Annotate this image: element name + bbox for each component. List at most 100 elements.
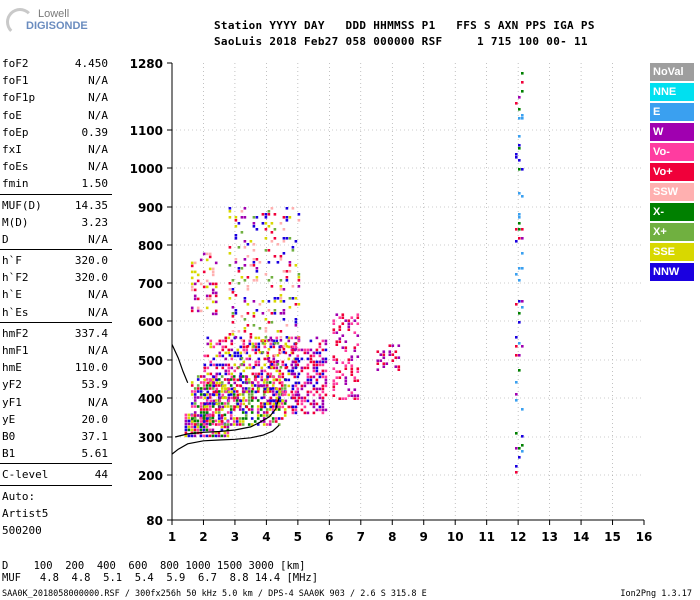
echo-point	[217, 390, 221, 393]
legend-item: Vo-	[650, 143, 694, 161]
echo-point	[211, 420, 215, 423]
echo-point	[206, 366, 210, 370]
echo-point	[266, 402, 270, 406]
legend-item: SSE	[650, 243, 694, 261]
echo-point	[233, 396, 237, 400]
echo-point	[231, 333, 235, 336]
echo-point	[283, 387, 287, 390]
echo-point	[230, 387, 234, 391]
echo-point	[324, 408, 328, 412]
echo-point	[273, 312, 277, 315]
echo-point	[278, 372, 282, 376]
echo-point	[190, 414, 194, 417]
echo-point	[250, 390, 254, 393]
echo-point	[209, 339, 213, 343]
echo-point	[240, 210, 244, 213]
echo-point	[246, 324, 250, 327]
autoscale-line: Auto:	[0, 489, 110, 506]
echo-point	[232, 393, 236, 396]
echo-point	[227, 378, 231, 382]
echo-point	[232, 420, 236, 423]
echo-point	[266, 399, 270, 403]
echo-point	[252, 261, 256, 264]
echo-point	[211, 270, 215, 274]
x-tick-label: 3	[231, 530, 239, 544]
echo-point	[208, 252, 212, 256]
echo-point	[243, 216, 247, 219]
echo-point	[518, 267, 521, 270]
echo-point	[350, 316, 354, 319]
param-row: h`Es N/A	[0, 305, 110, 322]
echo-point	[242, 342, 246, 346]
echo-point	[353, 346, 357, 349]
echo-point	[193, 294, 197, 298]
echo-point	[241, 420, 245, 423]
echo-point	[205, 434, 209, 438]
echo-point	[276, 363, 280, 366]
echo-point	[312, 402, 316, 406]
echo-point	[521, 306, 524, 309]
echo-point	[266, 375, 270, 379]
echo-point	[202, 408, 206, 411]
echo-point	[291, 384, 295, 388]
y-tick-label: 800	[138, 239, 163, 253]
echo-point	[209, 363, 213, 367]
echo-point	[224, 372, 228, 376]
echo-point	[324, 342, 328, 346]
echo-point	[318, 396, 322, 400]
echo-point	[272, 366, 276, 370]
echo-point	[315, 363, 319, 367]
echo-point	[267, 213, 271, 216]
echo-point	[205, 428, 209, 432]
echo-point	[270, 276, 274, 279]
echo-point	[227, 369, 231, 373]
echo-point	[264, 330, 268, 333]
echo-point	[278, 381, 282, 385]
echo-point	[248, 342, 252, 346]
echo-point	[267, 357, 271, 360]
echo-point	[214, 408, 218, 411]
echo-point	[206, 372, 210, 376]
echo-point	[232, 390, 236, 393]
echo-point	[297, 372, 301, 376]
echo-point	[251, 372, 255, 376]
echo-point	[254, 378, 258, 382]
echo-point	[285, 276, 289, 279]
echo-point	[254, 342, 258, 346]
echo-point	[252, 258, 256, 261]
echo-point	[278, 369, 282, 373]
echo-point	[291, 249, 295, 252]
echo-point	[281, 393, 285, 397]
echo-point	[312, 366, 316, 370]
echo-point	[521, 114, 524, 117]
echo-point	[285, 345, 289, 348]
echo-point	[256, 399, 260, 402]
echo-point	[202, 381, 206, 384]
echo-point	[394, 356, 398, 359]
autoscale-line: Artist5	[0, 506, 110, 523]
echo-point	[202, 270, 206, 274]
echo-point	[294, 384, 298, 388]
echo-point	[229, 405, 233, 408]
echo-point	[254, 360, 258, 364]
echo-point	[230, 339, 234, 343]
echo-point	[241, 381, 245, 384]
echo-point	[382, 356, 386, 359]
echo-point	[273, 213, 277, 216]
echo-point	[288, 270, 292, 273]
echo-point	[266, 390, 270, 394]
echo-point	[321, 363, 325, 367]
echo-point	[350, 355, 354, 358]
echo-point	[190, 402, 194, 405]
echo-point	[241, 393, 245, 396]
echo-point	[205, 405, 209, 408]
echo-point	[193, 297, 197, 301]
echo-point	[205, 425, 209, 429]
echo-point	[264, 237, 268, 240]
echo-point	[515, 156, 518, 159]
param-row: M(D) 3.23	[0, 215, 110, 232]
echo-point	[242, 369, 246, 373]
echo-point	[206, 354, 210, 358]
echo-point	[234, 225, 238, 228]
echo-point	[233, 381, 237, 385]
